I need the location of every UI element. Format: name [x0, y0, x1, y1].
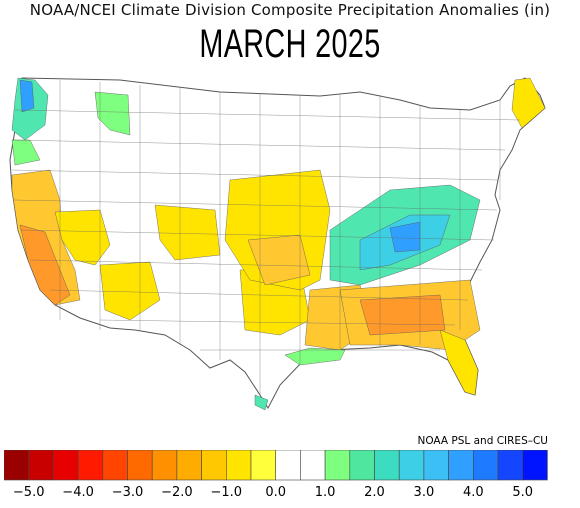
maine-dry-region: [511, 77, 546, 129]
plains-moderate-dry: [247, 234, 311, 286]
legend-swatch: [151, 450, 178, 481]
legend-swatch: [423, 450, 449, 481]
legend-tick-label: 4.0: [463, 485, 484, 500]
legend-swatch: [102, 450, 128, 481]
legend-swatch: [77, 450, 104, 481]
legend-swatch: [176, 450, 202, 481]
legend-swatch: [127, 450, 153, 481]
legend-tick-label: 1.0: [315, 485, 336, 500]
legend-swatch: [226, 450, 252, 481]
data-source-credit: NOAA PSL and CIRES–CU: [417, 435, 549, 447]
alabama-georgia-dry: [359, 294, 446, 336]
legend-swatch: [472, 450, 499, 481]
florida-dry-region: [439, 329, 479, 396]
legend-swatch: [374, 450, 400, 481]
legend-swatch: [4, 450, 30, 481]
legend-swatch: [28, 450, 54, 481]
legend-swatch: [522, 450, 548, 481]
legend-swatch: [349, 450, 375, 481]
legend-swatch: [250, 450, 277, 481]
legend-swatch: [53, 450, 79, 481]
legend-tick-label: −5.0: [13, 485, 45, 500]
color-legend: −5.0 −4.0 −3.0 −2.0 −1.0 0.0 1.0 2.0 3.0 4.0 5.0: [4, 450, 548, 500]
olympic-wet-region: [19, 79, 35, 113]
utah-dry-region: [154, 204, 221, 261]
legend-tick-label: 5.0: [512, 485, 533, 500]
legend-tick-label: 2.0: [364, 485, 385, 500]
socal-dry-region: [19, 224, 71, 306]
south-texas-wet: [254, 394, 269, 411]
legend-tick-label: −3.0: [112, 485, 144, 500]
legend-tick-label: 0.0: [265, 485, 286, 500]
oregon-wet-region: [11, 139, 41, 166]
legend-swatch: [448, 450, 474, 481]
legend-swatch: [201, 450, 227, 481]
month-year-title: MARCH 2025: [199, 22, 381, 66]
legend-swatch: [324, 450, 351, 481]
legend-swatch: [300, 450, 326, 481]
chart-title: NOAA/NCEI Climate Division Composite Pre…: [29, 1, 551, 19]
precipitation-anomaly-map: [9, 77, 546, 411]
legend-tick-label: −4.0: [62, 485, 94, 500]
legend-tick-label: 3.0: [414, 485, 435, 500]
legend-swatch: [497, 450, 524, 481]
legend-swatch: [275, 450, 301, 481]
idaho-wet-region: [94, 91, 131, 136]
legend-tick-label: −1.0: [211, 485, 243, 500]
legend-swatch: [398, 450, 425, 481]
legend-tick-label: −2.0: [161, 485, 193, 500]
division-boundaries: [11, 80, 521, 395]
